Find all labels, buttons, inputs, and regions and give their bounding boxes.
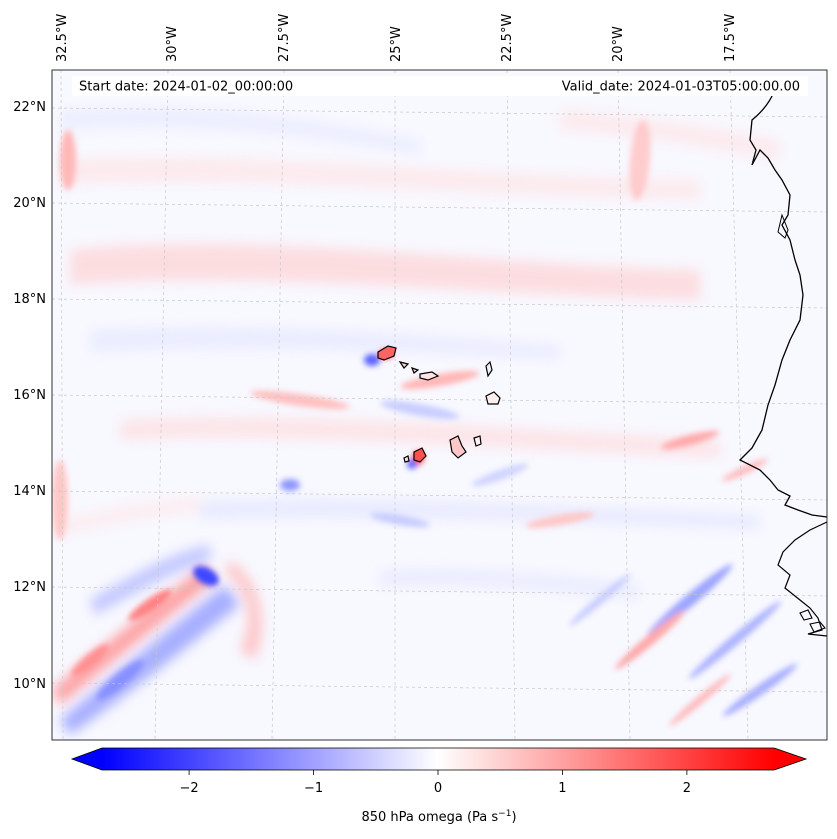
colorbar-tick-label: −2 [180, 781, 199, 796]
coastline-africa [738, 87, 827, 518]
date-header-box [72, 76, 808, 96]
omega-field [52, 70, 827, 740]
lat-tick: 18°N [13, 292, 46, 307]
map-frame [51, 69, 828, 741]
colorbar-ticks: −2 −1 0 1 2 [180, 770, 691, 796]
colorbar-label-main: 850 hPa omega (Pa s [361, 810, 498, 825]
colorbar-label-exponent: −1 [498, 809, 511, 819]
longitude-ticks: 32.5°W 30°W 27.5°W 25°W 22.5°W 20°W 17.5… [55, 14, 738, 62]
colorbar-body [102, 748, 774, 770]
lon-tick: 30°W [165, 26, 180, 62]
cape-verde-islands [377, 345, 501, 463]
lon-tick: 32.5°W [55, 14, 70, 62]
colorbar-extend-min [72, 748, 102, 770]
lat-tick: 20°N [13, 196, 46, 211]
gridlines [52, 70, 827, 740]
colorbar-tick-label: −1 [304, 781, 323, 796]
lat-tick: 22°N [13, 100, 46, 115]
start-date-label: Start date: 2024-01-02_00:00:00 [79, 80, 293, 95]
lat-tick: 14°N [13, 484, 46, 499]
colorbar-label: 850 hPa omega (Pa s−1) [361, 809, 516, 825]
lat-tick: 12°N [13, 580, 46, 595]
colorbar-tick-label: 1 [558, 781, 566, 796]
colorbar-outline [70, 747, 808, 771]
lon-tick: 25°W [389, 26, 404, 62]
map-panel: Start date: 2024-01-02_00:00:00 Valid_da… [51, 69, 828, 741]
colorbar-tick-label: 0 [434, 781, 442, 796]
lon-tick: 20°W [611, 26, 626, 62]
colorbar: −2 −1 0 1 2 850 hPa omega (Pa s−1) [70, 747, 808, 825]
lon-tick: 27.5°W [277, 14, 292, 62]
lat-tick: 10°N [13, 677, 46, 692]
lon-tick: 17.5°W [723, 14, 738, 62]
latitude-ticks: 22°N 20°N 18°N 16°N 14°N 12°N 10°N [13, 100, 46, 692]
colorbar-label-close: ) [511, 810, 516, 825]
coastline-stlouis [777, 213, 789, 239]
colorbar-extend-max [774, 748, 806, 770]
coastline-guinea [777, 521, 827, 637]
lon-tick: 22.5°W [500, 14, 515, 62]
valid-date-label: Valid_date: 2024-01-03T05:00:00.00 [562, 80, 800, 95]
coastline-bijagos [799, 609, 826, 633]
colorbar-tick-label: 2 [683, 781, 691, 796]
lat-tick: 16°N [13, 388, 46, 403]
